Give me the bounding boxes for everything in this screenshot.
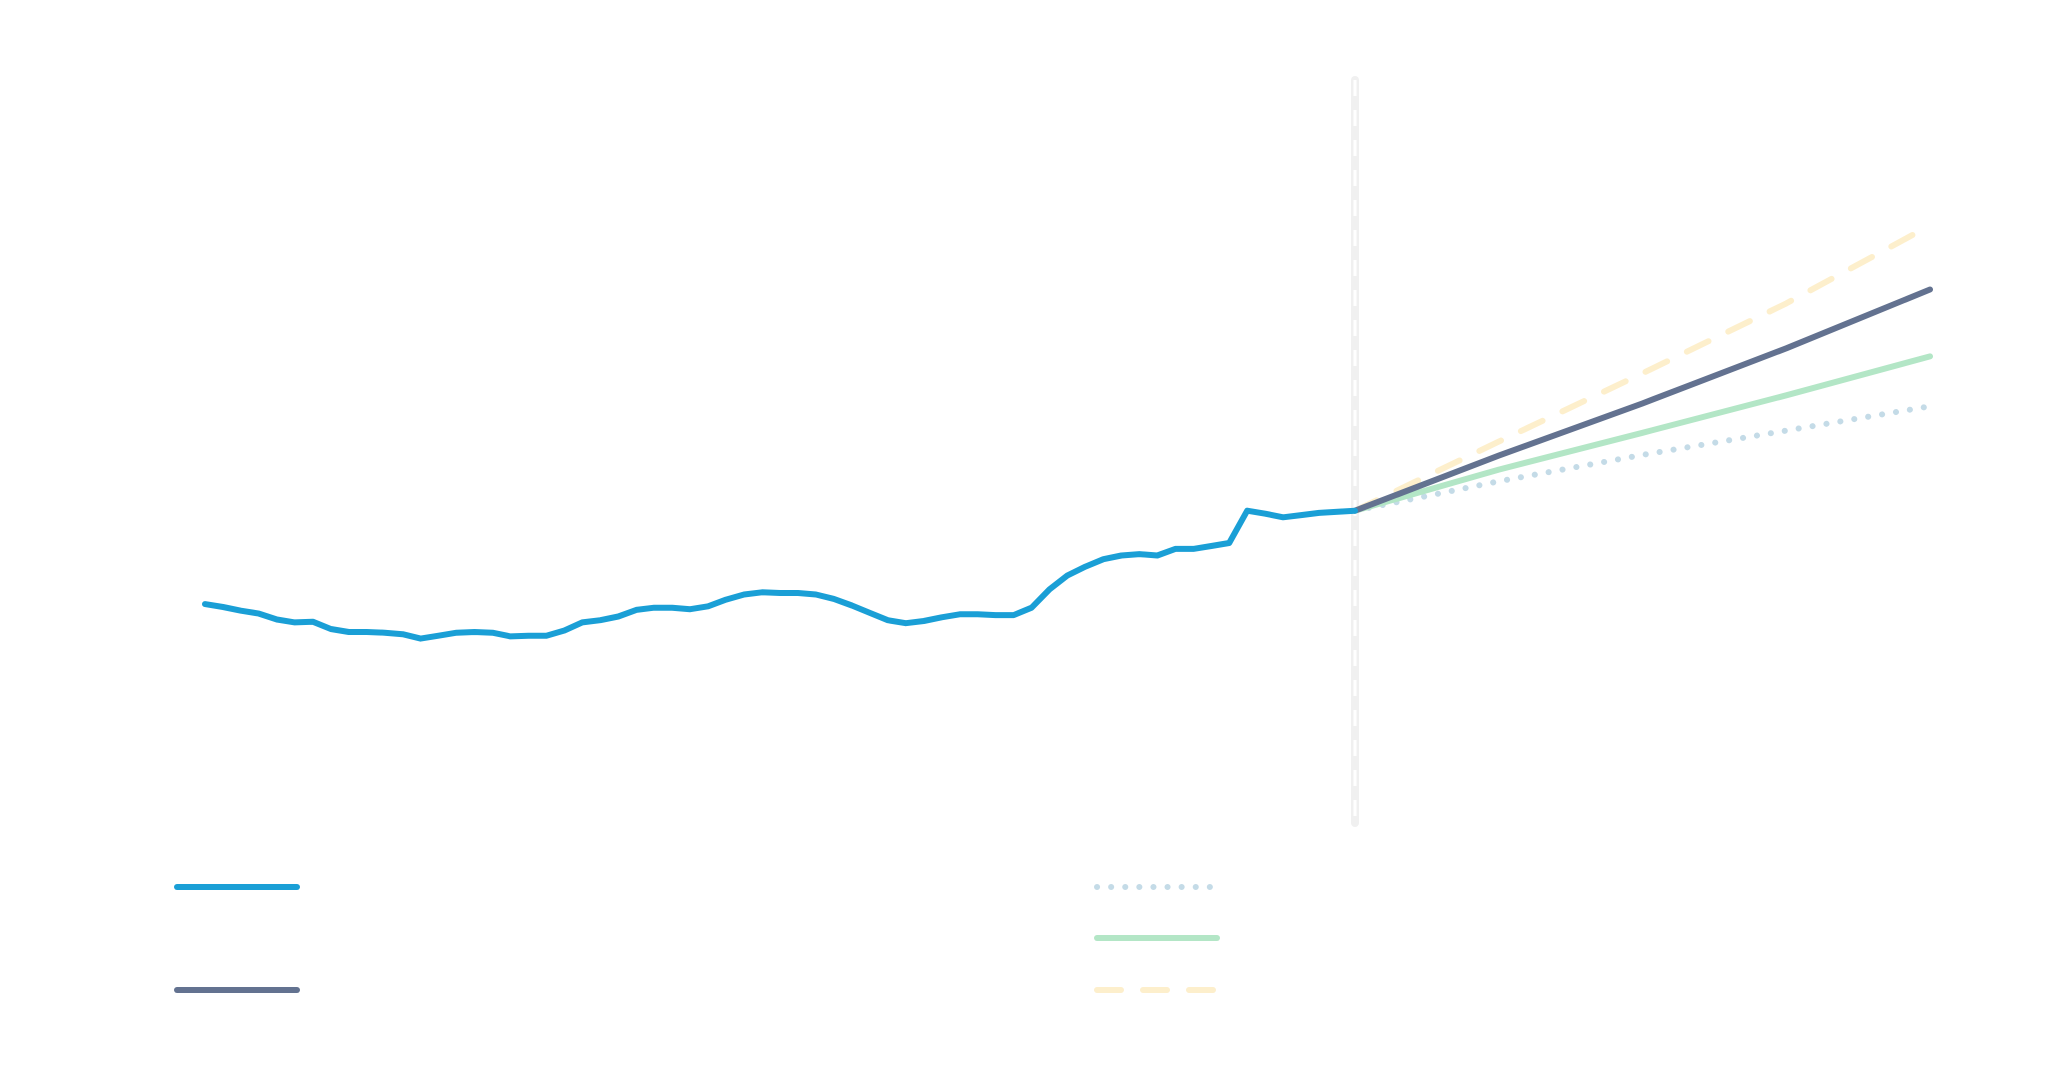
series-line-forecast-solid-slate — [1352, 286, 1933, 514]
series-line-historical — [202, 507, 1358, 642]
series-line-forecast-dotted — [1352, 403, 1933, 514]
series-line-forecast-dashed — [1352, 222, 1933, 514]
series-line-forecast-solid-green — [1352, 353, 1933, 514]
series-layer — [202, 222, 1933, 642]
legend — [174, 884, 1220, 993]
